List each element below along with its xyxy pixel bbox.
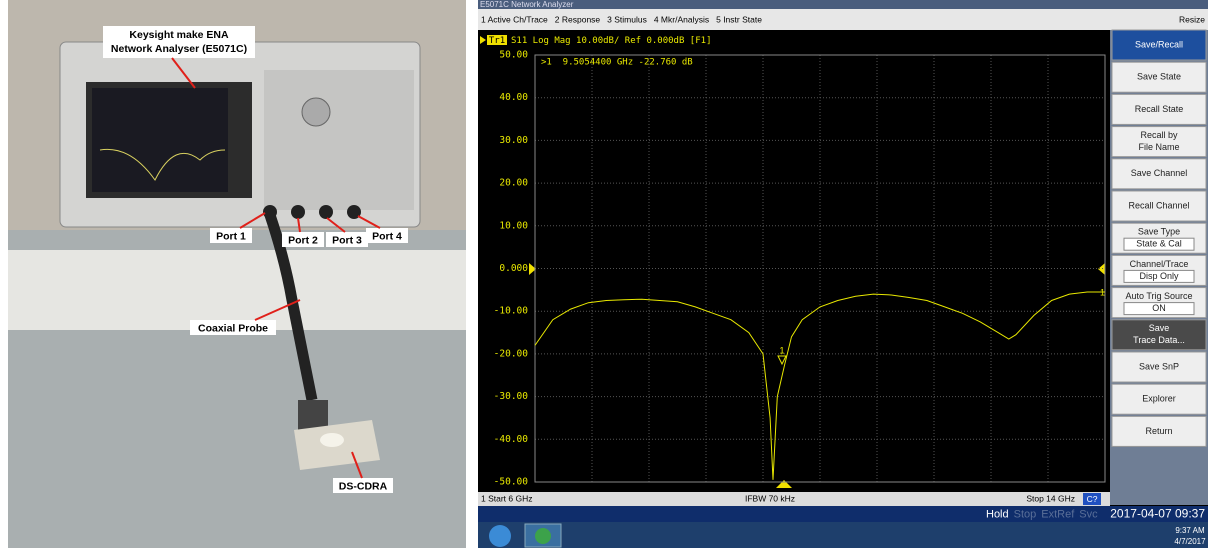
softkey-label: Recall State bbox=[1135, 104, 1184, 114]
clock-time: 9:37 AM bbox=[1175, 526, 1205, 535]
label: Port 1 bbox=[216, 230, 246, 242]
status-flag: ExtRef bbox=[1041, 508, 1075, 520]
chart-header: S11 Log Mag 10.00dB/ Ref 0.000dB [F1] bbox=[511, 36, 711, 46]
softkey-label: ON bbox=[1152, 303, 1166, 313]
softkey-label: Save bbox=[1149, 323, 1170, 333]
softkey-label: Save/Recall bbox=[1135, 39, 1183, 49]
softkey-label: Recall Channel bbox=[1128, 200, 1189, 210]
datetime: 2017-04-07 09:37 bbox=[1110, 507, 1205, 521]
y-tick-label: 30.00 bbox=[499, 135, 528, 146]
softkey-label: Return bbox=[1145, 426, 1172, 436]
menu-item[interactable]: 5 Instr State bbox=[716, 14, 762, 24]
status-flag: Svc bbox=[1079, 508, 1098, 520]
label: Network Analyser (E5071C) bbox=[111, 43, 247, 55]
y-tick-label: 20.00 bbox=[499, 178, 528, 189]
softkey-label: Trace Data... bbox=[1133, 335, 1185, 345]
resize[interactable]: Resize bbox=[1179, 14, 1205, 24]
marker-label: 1 bbox=[779, 345, 784, 355]
screen: Keysight make ENA Network Analyser (E5071… bbox=[0, 0, 1208, 548]
menu-item[interactable]: 3 Stimulus bbox=[607, 14, 647, 24]
page: Keysight make ENA Network Analyser (E5071… bbox=[0, 0, 1208, 548]
y-tick-label: -30.00 bbox=[494, 391, 529, 402]
softkey-label: Explorer bbox=[1142, 394, 1176, 404]
label: Port 4 bbox=[372, 230, 402, 242]
menu-item[interactable]: 4 Mkr/Analysis bbox=[654, 14, 709, 24]
softkey-label: Auto Trig Source bbox=[1125, 291, 1192, 301]
status-flag: Hold bbox=[986, 508, 1009, 520]
softkey-label: File Name bbox=[1138, 142, 1179, 152]
y-tick-label: -50.00 bbox=[494, 477, 529, 488]
label: Port 3 bbox=[332, 234, 362, 246]
status-ifbw: IFBW 70 kHz bbox=[745, 493, 795, 503]
trace-end-label: 1 bbox=[1100, 287, 1105, 297]
status-start: 1 Start 6 GHz bbox=[481, 493, 533, 503]
menu-item[interactable]: 1 Active Ch/Trace bbox=[481, 14, 548, 24]
y-tick-label: 50.00 bbox=[499, 50, 528, 61]
y-tick-label: 0.000 bbox=[499, 263, 528, 274]
softkey-label: Save SnP bbox=[1139, 361, 1179, 371]
y-tick-label: 10.00 bbox=[499, 220, 528, 231]
label: Coaxial Probe bbox=[198, 322, 268, 334]
y-tick-label: -40.00 bbox=[494, 434, 529, 445]
softkey-label: Save Type bbox=[1138, 227, 1180, 237]
menu-item[interactable]: 2 Response bbox=[555, 14, 601, 24]
softkey-label: Channel/Trace bbox=[1130, 259, 1189, 269]
marker-readout: >1 9.5054400 GHz -22.760 dB bbox=[541, 58, 693, 68]
label: Port 2 bbox=[288, 234, 318, 246]
label: DS-CDRA bbox=[339, 480, 388, 492]
status-cal: C? bbox=[1087, 494, 1098, 504]
window-title: E5071C Network Analyzer bbox=[480, 0, 574, 9]
softkey-label: Disp Only bbox=[1139, 271, 1179, 281]
status-stop: Stop 14 GHz bbox=[1026, 493, 1075, 503]
trace-tag: Tr1 bbox=[489, 36, 505, 46]
softkey-label: Save Channel bbox=[1131, 168, 1188, 178]
clock-date: 4/7/2017 bbox=[1174, 537, 1206, 546]
status-flag: Stop bbox=[1014, 508, 1037, 520]
y-tick-label: -20.00 bbox=[494, 348, 529, 359]
softkey-label: State & Cal bbox=[1136, 239, 1182, 249]
softkey-label: Save State bbox=[1137, 72, 1181, 82]
label: Keysight make ENA bbox=[129, 29, 229, 41]
analyzer-window bbox=[478, 0, 1208, 548]
photo bbox=[8, 0, 466, 548]
softkey-label: Recall by bbox=[1140, 130, 1178, 140]
y-tick-label: 40.00 bbox=[499, 92, 528, 103]
y-tick-label: -10.00 bbox=[494, 306, 529, 317]
